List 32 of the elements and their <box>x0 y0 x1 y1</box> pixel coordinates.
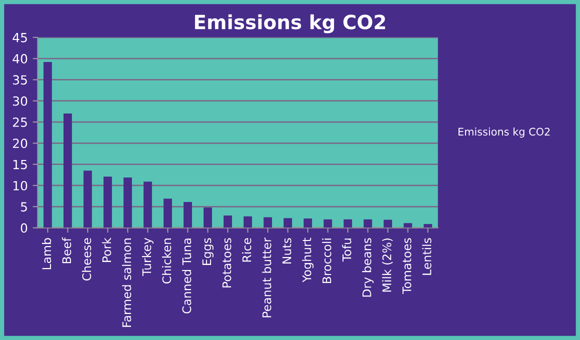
x-tick-label: Pork <box>102 238 112 262</box>
x-tick-label: Dry beans <box>362 238 374 297</box>
x-tick-label: Tofu <box>342 238 352 262</box>
y-tick-label: 10 <box>13 180 28 190</box>
x-tick-label: Milk (2%) <box>382 238 393 292</box>
x-tick-label: Potatoes <box>222 238 232 288</box>
y-tick-label: 0 <box>20 223 28 233</box>
x-tick-label: Chicken <box>162 238 172 284</box>
x-tick-label: Rice <box>242 238 252 262</box>
x-tick-label: Peanut butter <box>262 238 272 318</box>
x-tick-label: Lentils <box>422 238 432 275</box>
y-tick-label: 15 <box>13 160 27 170</box>
x-tick-label: Nuts <box>282 238 292 264</box>
x-tick-label: Beef <box>62 237 72 264</box>
x-tick-label: Lamb <box>42 238 52 270</box>
y-tick-label: 5 <box>20 202 27 212</box>
y-tick-label: 25 <box>12 117 27 127</box>
x-tick-label: Cheese <box>82 238 92 281</box>
x-tick-label: Tomatoes <box>402 238 412 294</box>
y-tick-label: 35 <box>13 75 27 85</box>
text: Emissions kg CO2 <box>458 128 550 138</box>
y-tick-label: 20 <box>12 138 28 148</box>
x-tick-label: Eggs <box>202 238 214 265</box>
y-tick-label: 40 <box>12 54 28 64</box>
y-tick-label: 45 <box>12 33 27 42</box>
x-tick-label: Canned Tuna <box>182 238 192 314</box>
x-tick-label: Broccoli <box>322 238 332 284</box>
x-tick-label: Farmed salmon <box>122 238 132 327</box>
x-tick-label: Turkey <box>142 238 154 276</box>
chart-title: Emissions kg CO2 <box>195 14 386 34</box>
y-tick-label: 30 <box>13 96 28 106</box>
x-tick-label: Yoghurt <box>302 238 314 282</box>
